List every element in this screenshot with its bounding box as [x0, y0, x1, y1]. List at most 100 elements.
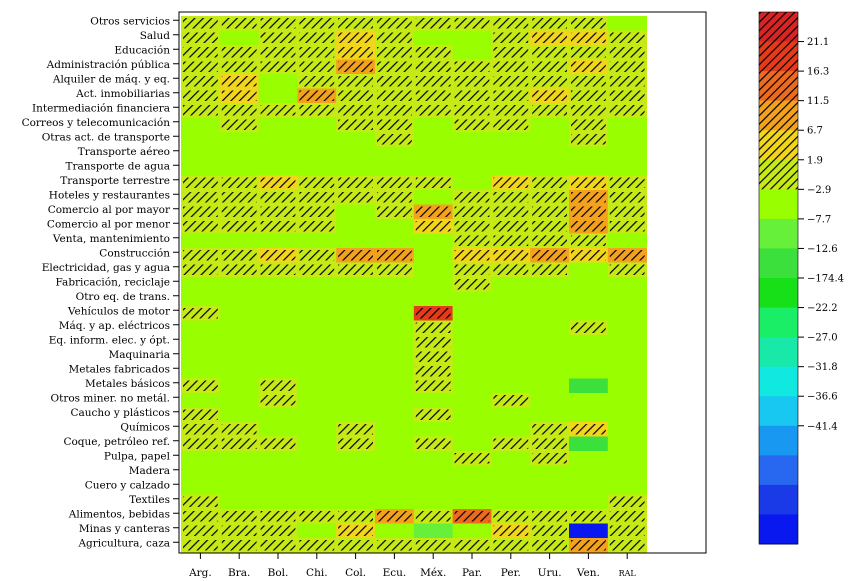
- heatmap-cell: [375, 364, 415, 379]
- heatmap-cell: [569, 480, 609, 495]
- heatmap-cell: [491, 378, 531, 394]
- hatch-overlay: [571, 61, 606, 72]
- hatch-overlay: [377, 511, 412, 522]
- heatmap-cell: [491, 451, 531, 466]
- hatch-overlay: [415, 221, 451, 232]
- hatch-overlay: [609, 525, 645, 536]
- hatch-overlay: [183, 250, 218, 261]
- heatmap-cell: [297, 132, 337, 147]
- hatch-overlay: [454, 250, 490, 261]
- hatch-overlay: [260, 61, 296, 72]
- hatch-overlay: [299, 105, 335, 116]
- hatch-overlay: [183, 177, 218, 188]
- heatmap-cell: [530, 306, 570, 321]
- hatch-overlay: [609, 192, 645, 203]
- hatch-overlay: [609, 221, 645, 232]
- hatch-overlay: [454, 105, 490, 116]
- hatch-overlay: [571, 206, 606, 217]
- heatmap-cell: [491, 291, 531, 307]
- hatch-overlay: [377, 264, 412, 275]
- hatch-overlay: [571, 47, 606, 58]
- heatmap-cell: [375, 335, 415, 350]
- hatch-overlay: [532, 76, 567, 87]
- heatmap-cell: [530, 349, 570, 365]
- hatch-overlay: [183, 511, 218, 522]
- y-tick-label: Transporte aéreo: [78, 146, 170, 158]
- heatmap-cell: [569, 436, 609, 452]
- hatch-overlay: [183, 90, 218, 101]
- heatmap-cell: [569, 523, 609, 539]
- hatch-overlay: [454, 192, 490, 203]
- hatch-overlay: [415, 177, 451, 188]
- hatch-overlay: [338, 250, 373, 261]
- heatmap-cell: [336, 306, 376, 321]
- hatch-overlay: [183, 47, 218, 58]
- y-tick-label: Madera: [129, 465, 170, 477]
- hatch-overlay: [260, 380, 296, 391]
- heatmap-cell: [181, 349, 221, 365]
- heatmap-cell: [297, 117, 337, 133]
- y-tick-label: Hoteles y restaurantes: [49, 189, 170, 201]
- hatch-overlay: [532, 540, 567, 551]
- heatmap-cell: [413, 393, 453, 408]
- heatmap-cell: [181, 233, 221, 249]
- hatch-overlay: [454, 90, 490, 101]
- heatmap-cell: [452, 465, 492, 481]
- heatmap-cell: [569, 494, 609, 510]
- heatmap-cell: [569, 451, 609, 466]
- heatmap-cell: [569, 364, 609, 379]
- heatmap-cell: [336, 146, 376, 162]
- heatmap-cell: [375, 306, 415, 321]
- hatch-overlay: [609, 32, 645, 43]
- hatch-overlay: [260, 438, 296, 449]
- heatmap-cell: [219, 480, 259, 495]
- hatch-overlay: [415, 438, 451, 449]
- heatmap-cell: [297, 335, 337, 350]
- heatmap-cell: [181, 146, 221, 162]
- heatmap-cell: [297, 480, 337, 495]
- hatch-overlay: [454, 264, 490, 275]
- heatmap-cell: [297, 393, 337, 408]
- hatch-overlay: [299, 221, 335, 232]
- heatmap-cell: [569, 306, 609, 321]
- hatch-overlay: [299, 264, 335, 275]
- heatmap-cell: [452, 320, 492, 336]
- heatmap-cell: [336, 291, 376, 307]
- y-tick-label: Químicos: [120, 421, 170, 433]
- heatmap-cell: [413, 523, 453, 539]
- y-tick-label: Metales fabricados: [68, 363, 170, 375]
- hatch-overlay: [299, 90, 335, 101]
- heatmap-cell: [452, 422, 492, 437]
- hatch-overlay: [377, 76, 412, 87]
- heatmap-cell: [413, 422, 453, 437]
- y-tick-label: Salud: [140, 30, 171, 42]
- heatmap-cell: [375, 451, 415, 466]
- heatmap-cell: [258, 132, 298, 147]
- hatch-overlay: [260, 264, 296, 275]
- hatch-overlay: [532, 453, 567, 464]
- heatmap-cell: [297, 407, 337, 423]
- heatmap-cell: [530, 494, 570, 510]
- hatch-overlay: [415, 61, 451, 72]
- hatch-overlay: [454, 206, 490, 217]
- heatmap-cell: [491, 146, 531, 162]
- legend-tick-label: −22.2: [807, 303, 838, 314]
- hatch-overlay: [532, 511, 567, 522]
- hatch-overlay: [532, 424, 567, 435]
- hatch-overlay: [493, 206, 529, 217]
- heatmap-cell: [607, 146, 647, 162]
- heatmap-cell: [491, 422, 531, 437]
- heatmap-cell: [258, 306, 298, 321]
- heatmap-cell: [607, 117, 647, 133]
- heatmap-cell: [336, 364, 376, 379]
- hatch-overlay: [377, 206, 412, 217]
- heatmap-cell: [258, 277, 298, 292]
- hatch-overlay: [532, 235, 567, 246]
- y-tick-label: Correos y telecomunicación: [22, 117, 171, 129]
- hatch-overlay: [183, 221, 218, 232]
- heatmap-cell: [375, 219, 415, 234]
- heatmap-cell: [491, 480, 531, 495]
- heatmap-cell: [258, 451, 298, 466]
- heatmap-cell: [607, 422, 647, 437]
- hatch-overlay: [609, 264, 645, 275]
